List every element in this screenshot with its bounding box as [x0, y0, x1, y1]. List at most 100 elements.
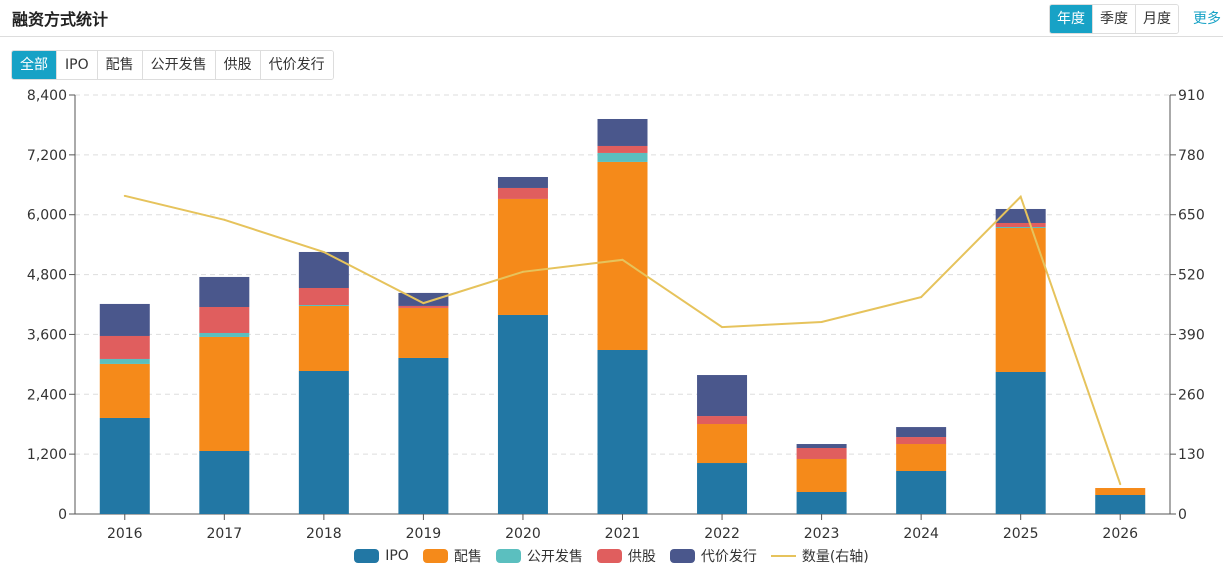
bar-segment-配售-2017	[199, 336, 250, 452]
tab-monthly[interactable]: 月度	[1135, 5, 1178, 33]
count-point-2018	[322, 251, 325, 254]
legend-item-ipo[interactable]: IPO	[354, 546, 409, 566]
x-axis-tick-label: 2024	[903, 526, 939, 542]
bar-segment-代价发行-2021	[597, 118, 648, 146]
tab-quarterly[interactable]: 季度	[1092, 5, 1135, 33]
x-axis-tick-label: 2021	[605, 526, 641, 542]
tab-yearly[interactable]: 年度	[1050, 5, 1092, 33]
left-axis-tick-label: 4,800	[27, 268, 67, 284]
legend-label: 配售	[453, 549, 482, 565]
count-point-2020	[521, 270, 524, 273]
legend-item-public-offer[interactable]: 公开发售	[495, 546, 583, 566]
right-axis-tick-label: 780	[1178, 148, 1205, 164]
legend-label: 数量(右轴)	[801, 549, 869, 565]
bar-segment-供股-2019	[398, 305, 449, 308]
legend-item-consideration-issue[interactable]: 代价发行	[669, 546, 757, 566]
bar-segment-供股-2020	[497, 187, 548, 199]
left-axis-tick-label: 8,400	[27, 88, 67, 104]
left-axis-tick-label: 1,200	[27, 447, 67, 463]
x-axis-tick-label: 2018	[306, 526, 342, 542]
right-axis-tick-label: 520	[1178, 268, 1205, 284]
bar-segment-配售-2021	[597, 161, 648, 350]
legend-item-rights-issue[interactable]: 供股	[596, 546, 656, 566]
legend-label: 供股	[627, 549, 656, 565]
bar-segment-供股-2017	[199, 306, 250, 333]
legend-item-placement[interactable]: 配售	[422, 546, 482, 566]
count-point-2021	[621, 258, 624, 261]
left-axis-tick-label: 0	[58, 507, 67, 523]
x-axis-tick-label: 2026	[1102, 526, 1138, 542]
bar-segment-公开发售-2017	[199, 332, 250, 337]
more-link[interactable]: 更多	[1193, 11, 1221, 27]
bar-segment-配售-2026	[1095, 488, 1146, 495]
bar-segment-代价发行-2020	[497, 177, 548, 188]
right-axis-tick-label: 650	[1178, 208, 1205, 224]
bar-segment-供股-2022	[697, 416, 748, 425]
legend-item-count[interactable]: 数量(右轴)	[770, 546, 869, 566]
bar-segment-代价发行-2016	[99, 303, 150, 336]
bar-segment-IPO-2020	[497, 314, 548, 514]
period-tabs: 年度 季度 月度	[1049, 4, 1179, 34]
right-axis-tick-label: 910	[1178, 88, 1205, 104]
page-title: 融资方式统计	[12, 10, 109, 29]
bar-segment-配售-2022	[697, 424, 748, 464]
x-axis-tick-label: 2023	[804, 526, 840, 542]
x-axis-tick-label: 2025	[1003, 526, 1039, 542]
tab-rights-issue[interactable]: 供股	[214, 51, 260, 79]
count-point-2024	[920, 296, 923, 299]
count-point-2026	[1119, 483, 1122, 486]
x-axis-tick-label: 2019	[406, 526, 442, 542]
tab-public-offer[interactable]: 公开发售	[141, 51, 215, 79]
bar-segment-供股-2025	[995, 222, 1046, 227]
bar-segment-配售-2016	[99, 363, 150, 418]
bar-segment-IPO-2018	[298, 370, 349, 514]
bar-segment-供股-2018	[298, 287, 349, 305]
type-filter-tabs: 全部 IPO 配售 公开发售 供股 代价发行	[11, 50, 334, 80]
bar-segment-供股-2024	[896, 437, 947, 445]
legend-label: 公开发售	[526, 549, 583, 565]
legend-swatch-consideration-issue	[669, 549, 695, 563]
bar-segment-IPO-2021	[597, 349, 648, 514]
legend-swatch-count	[770, 555, 796, 557]
left-axis-tick-label: 6,000	[27, 208, 67, 224]
bar-segment-公开发售-2016	[99, 358, 150, 364]
count-point-2022	[721, 326, 724, 329]
bar-segment-配售-2019	[398, 307, 449, 358]
bar-segment-IPO-2025	[995, 371, 1046, 514]
x-axis-tick-label: 2020	[505, 526, 541, 542]
bar-segment-配售-2018	[298, 305, 349, 371]
chart-legend: IPO 配售 公开发售 供股 代价发行 数量(右轴)	[0, 546, 1223, 566]
count-point-2023	[820, 320, 823, 323]
bar-segment-代价发行-2022	[697, 375, 748, 417]
bar-segment-代价发行-2023	[796, 444, 847, 449]
count-point-2016	[123, 194, 126, 197]
bar-segment-公开发售-2025	[995, 226, 1046, 228]
tab-all[interactable]: 全部	[12, 51, 56, 79]
legend-swatch-placement	[422, 549, 448, 563]
left-axis-tick-label: 3,600	[27, 327, 67, 343]
legend-swatch-public-offer	[495, 549, 521, 563]
bar-segment-代价发行-2017	[199, 276, 250, 307]
count-point-2017	[223, 218, 226, 221]
bar-segment-IPO-2026	[1095, 494, 1146, 514]
left-axis-tick-label: 2,400	[27, 387, 67, 403]
right-axis-tick-label: 390	[1178, 327, 1205, 343]
bar-segment-代价发行-2018	[298, 251, 349, 288]
bar-segment-IPO-2017	[199, 451, 250, 514]
bar-segment-配售-2025	[995, 227, 1046, 372]
tab-consideration-issue[interactable]: 代价发行	[259, 51, 333, 79]
bar-segment-公开发售-2018	[298, 304, 349, 306]
tab-ipo[interactable]: IPO	[56, 51, 97, 79]
x-axis-tick-label: 2022	[704, 526, 740, 542]
tab-placement[interactable]: 配售	[96, 51, 142, 79]
x-axis-tick-label: 2016	[107, 526, 143, 542]
bar-segment-IPO-2022	[697, 463, 748, 514]
bar-segment-代价发行-2024	[896, 427, 947, 438]
count-point-2019	[422, 302, 425, 305]
count-point-2025	[1019, 195, 1022, 198]
legend-swatch-rights-issue	[596, 549, 622, 563]
bar-segment-配售-2020	[497, 198, 548, 315]
legend-swatch-ipo	[354, 549, 380, 563]
bar-segment-供股-2023	[796, 448, 847, 459]
